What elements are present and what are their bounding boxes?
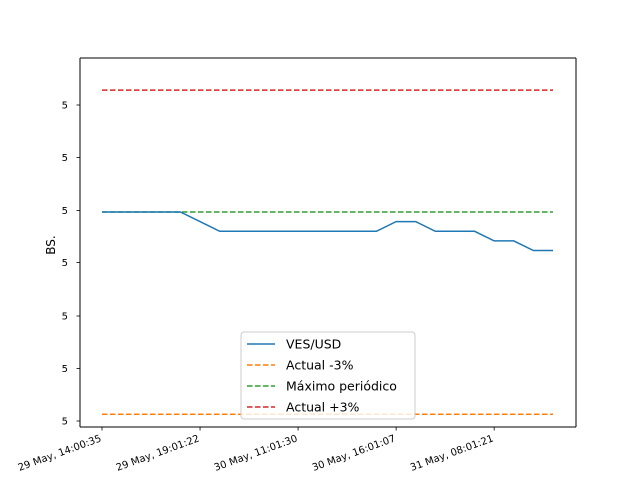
legend-label-2: Actual -3% [286, 358, 354, 373]
legend-label-4: Actual +3% [286, 400, 360, 415]
legend-label-1: VES/USD [286, 337, 341, 352]
x-tick-label: 30 May, 16:01:07 [311, 433, 397, 473]
y-tick-label: 5 [62, 153, 68, 164]
y-axis-label: BS. [44, 235, 58, 254]
x-tick-label: 29 May, 19:01:22 [115, 433, 201, 473]
series-line-1 [102, 211, 553, 252]
axes-frame [79, 57, 577, 428]
y-tick-label: 5 [62, 417, 68, 428]
y-tick-label: 5 [62, 312, 68, 323]
legend-box [240, 331, 416, 420]
x-tick-label: 31 May, 08:01:21 [409, 433, 495, 473]
x-tick-label: 30 May, 11:01:30 [213, 433, 299, 473]
y-tick-label: 5 [62, 258, 68, 269]
legend-label-3: Máximo periódico [286, 379, 397, 394]
legend: VES/USD Actual -3% Máximo periódico Actual … [240, 331, 416, 420]
x-tick-label: 29 May, 14:00:35 [17, 433, 103, 473]
y-tick-label: 5 [62, 206, 68, 217]
y-tick-label: 5 [62, 364, 68, 375]
y-tick-label: 5 [62, 101, 68, 112]
